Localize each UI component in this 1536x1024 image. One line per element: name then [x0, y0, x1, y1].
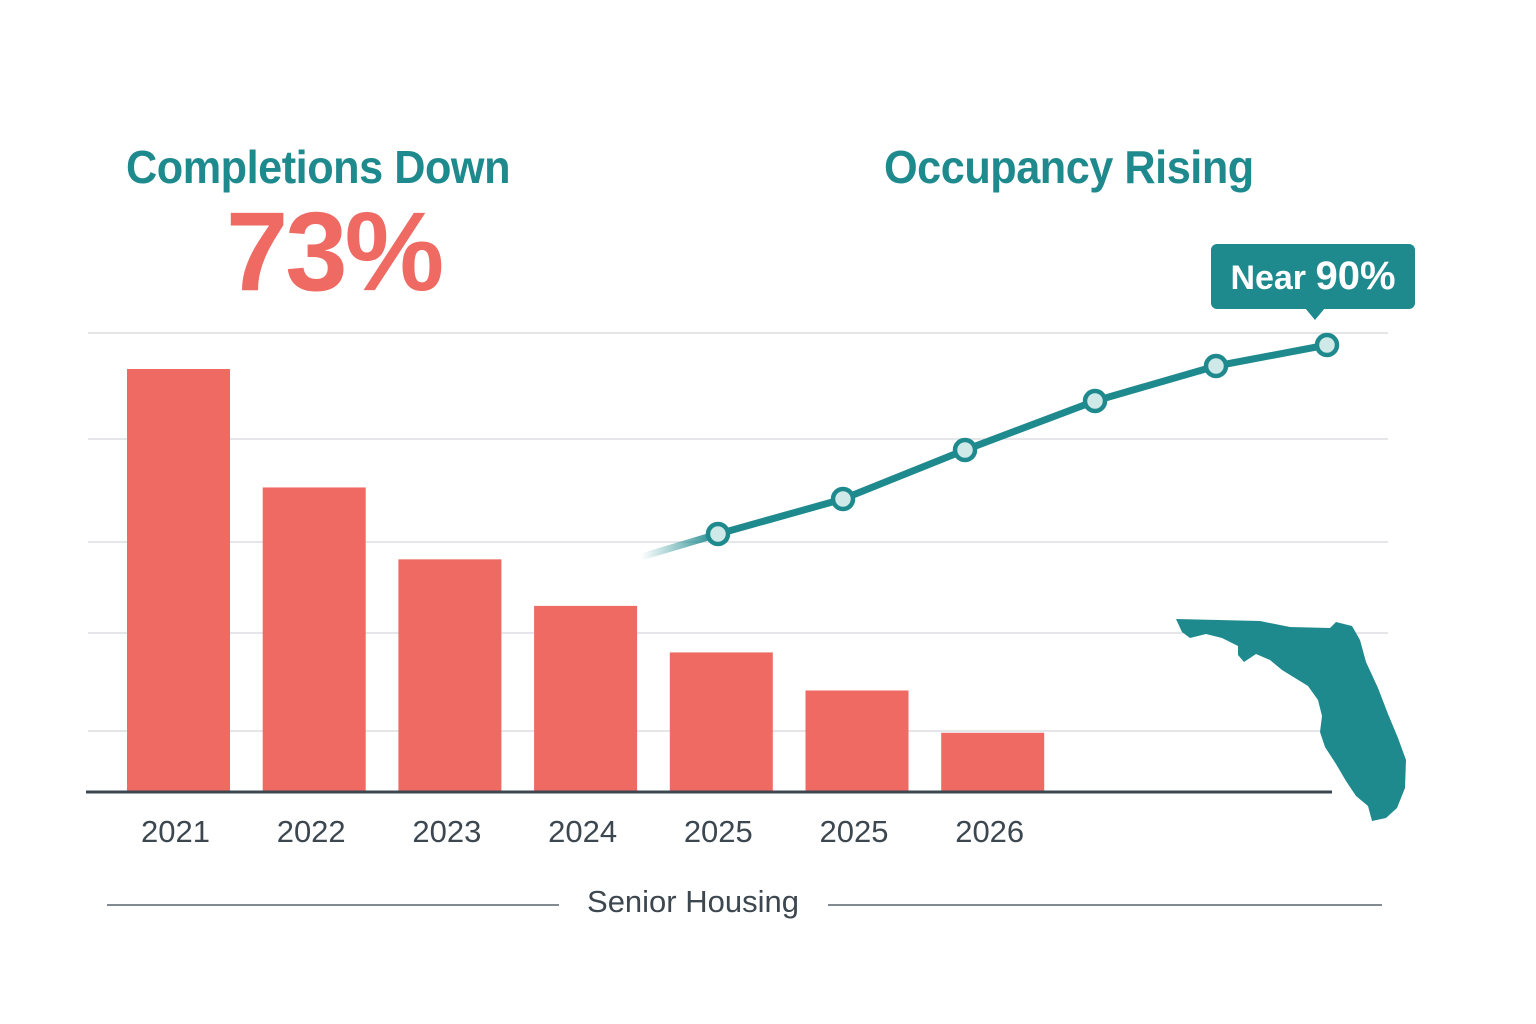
x-tick-label: 2025 — [684, 814, 753, 849]
line-point — [705, 521, 731, 547]
line-point — [830, 486, 856, 512]
bar — [669, 652, 773, 792]
bar — [262, 487, 366, 792]
bar — [127, 369, 230, 792]
x-tick-label: 2022 — [277, 814, 346, 849]
line-point — [1314, 332, 1340, 358]
florida-map-icon — [1176, 619, 1406, 821]
completions-change-value: 73% — [226, 189, 444, 314]
bar — [398, 559, 502, 792]
bar — [941, 732, 1045, 792]
callout-prefix: Near — [1230, 259, 1307, 297]
occupancy-callout: Near 90% — [1211, 244, 1415, 320]
completions-title: Completions Down — [126, 141, 511, 193]
footer-label: Senior Housing — [587, 884, 799, 919]
x-tick-label: 2023 — [412, 814, 481, 849]
line-point — [952, 437, 978, 463]
x-tick-label: 2026 — [955, 814, 1024, 849]
x-tick-label: 2024 — [548, 814, 617, 849]
occupancy-title: Occupancy Rising — [884, 141, 1254, 193]
line-tail — [639, 530, 720, 561]
callout-value: 90% — [1315, 254, 1396, 298]
line-point — [1203, 353, 1229, 379]
line-point — [1082, 388, 1108, 414]
x-tick-label: 2025 — [820, 814, 889, 849]
occupancy-line — [717, 341, 1328, 538]
bar — [534, 605, 638, 792]
bar — [805, 690, 909, 792]
x-tick-label: 2021 — [141, 814, 210, 849]
